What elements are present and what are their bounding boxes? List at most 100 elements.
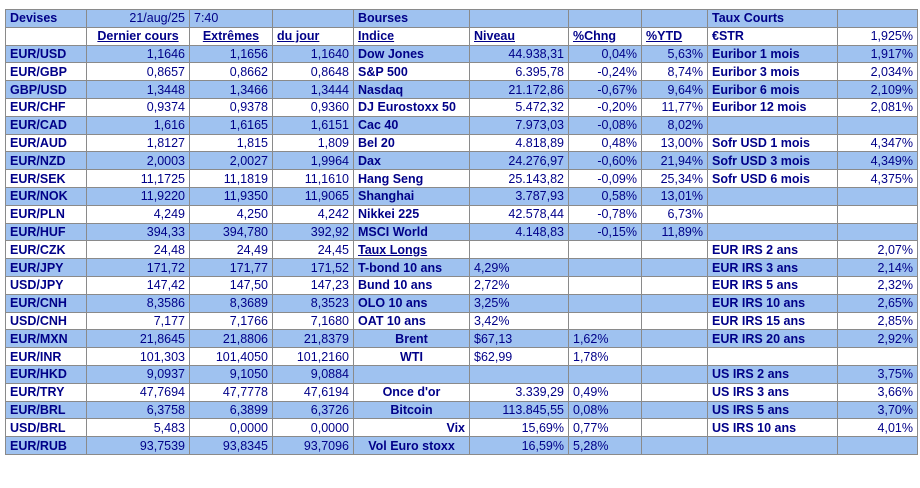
currency-pair: EUR/CAD [5, 115, 87, 135]
index-ytd: 6,73% [641, 204, 708, 224]
index-name: DJ Eurostoxx 50 [353, 97, 470, 117]
index-level: 5.472,32 [469, 97, 569, 117]
currency-pair: USD/CNH [5, 311, 87, 331]
high-price: 11,1819 [189, 169, 273, 188]
high-price: 11,9350 [189, 186, 273, 206]
table-row: EUR/INR 101,303 101,4050 101,2160 WTI $62,99 1… [5, 347, 918, 366]
commodity-change: 1,62% [568, 329, 642, 349]
empty-cell [641, 9, 708, 28]
low-price: 1,1640 [272, 44, 354, 64]
index-name: Cac 40 [353, 115, 470, 135]
last-price: 147,42 [86, 275, 190, 295]
index-name: Nasdaq [353, 80, 470, 99]
low-price: 392,92 [272, 222, 354, 242]
eur-irs-name: EUR IRS 5 ans [707, 275, 838, 295]
last-price: 0,8657 [86, 62, 190, 82]
empty-cell [568, 240, 642, 260]
high-price: 1,6165 [189, 115, 273, 135]
index-name: MSCI World [353, 222, 470, 242]
empty-cell [5, 26, 87, 46]
high-price: 1,815 [189, 133, 273, 153]
col-header-dernier-cours: Dernier cours [86, 26, 190, 46]
high-price: 8,3689 [189, 293, 273, 313]
low-price: 21,8379 [272, 329, 354, 349]
us-irs-name: US IRS 3 ans [707, 382, 838, 402]
euribor-value: 2,109% [837, 80, 918, 99]
index-level: 25.143,82 [469, 169, 569, 188]
bond-yield: 4,29% [469, 258, 569, 277]
commodity-price: $67,13 [469, 329, 569, 349]
high-price: 147,50 [189, 275, 273, 295]
last-price: 6,3758 [86, 400, 190, 420]
index-name: Bel 20 [353, 133, 470, 153]
empty-cell [568, 275, 642, 295]
index-name: Dax [353, 151, 470, 171]
col-header-du-jour: du jour [272, 26, 354, 46]
asset-change: 0,77% [568, 418, 642, 438]
high-price: 24,49 [189, 240, 273, 260]
table-row: EUR/PLN 4,249 4,250 4,242 Nikkei 225 42.578,4… [5, 204, 918, 224]
table-row: EUR/CNH 8,3586 8,3689 8,3523 OLO 10 ans 3,25%… [5, 293, 918, 313]
table-row: EUR/SEK 11,1725 11,1819 11,1610 Hang Seng 25.… [5, 169, 918, 188]
eur-irs-value: 2,14% [837, 258, 918, 277]
empty-cell [469, 364, 569, 384]
commodity-name: Brent [353, 329, 470, 349]
high-price: 4,250 [189, 204, 273, 224]
bond-name: T-bond 10 ans [353, 258, 470, 277]
asset-level: 113.845,55 [469, 400, 569, 420]
commodity-change: 1,78% [568, 347, 642, 366]
index-change: -0,60% [568, 151, 642, 171]
commodity-price: $62,99 [469, 347, 569, 366]
currency-pair: USD/JPY [5, 275, 87, 295]
time-label: 7:40 [189, 9, 273, 28]
last-price: 24,48 [86, 240, 190, 260]
euribor-value: 2,034% [837, 62, 918, 82]
index-change: -0,09% [568, 169, 642, 188]
empty-cell [707, 115, 838, 135]
index-name: S&P 500 [353, 62, 470, 82]
high-price: 101,4050 [189, 347, 273, 366]
high-price: 171,77 [189, 258, 273, 277]
index-change: -0,20% [568, 97, 642, 117]
last-price: 9,0937 [86, 364, 190, 384]
high-price: 21,8806 [189, 329, 273, 349]
last-price: 1,8127 [86, 133, 190, 153]
asset-name: Bitcoin [353, 400, 470, 420]
bourses-header: Bourses [353, 9, 470, 28]
low-price: 24,45 [272, 240, 354, 260]
asset-name: Once d'or [353, 382, 470, 402]
table-row: EUR/JPY 171,72 171,77 171,52 T-bond 10 ans 4,… [5, 258, 918, 277]
euribor-value: 1,917% [837, 44, 918, 64]
currency-pair: EUR/CZK [5, 240, 87, 260]
last-price: 11,9220 [86, 186, 190, 206]
index-name: Nikkei 225 [353, 204, 470, 224]
empty-cell [641, 400, 708, 420]
last-price: 1,1646 [86, 44, 190, 64]
table-row: EUR/HUF 394,33 394,780 392,92 MSCI World 4.14… [5, 222, 918, 242]
empty-cell [707, 204, 838, 224]
market-table: Devises 21/aug/25 7:40 Bourses Taux Courts De… [5, 9, 918, 455]
empty-cell [469, 240, 569, 260]
index-change: -0,24% [568, 62, 642, 82]
currency-pair: USD/BRL [5, 418, 87, 438]
index-ytd: 13,01% [641, 186, 708, 206]
empty-cell [641, 240, 708, 260]
last-price: 21,8645 [86, 329, 190, 349]
index-change: 0,58% [568, 186, 642, 206]
bond-yield: 3,42% [469, 311, 569, 331]
asset-change: 0,49% [568, 382, 642, 402]
sofr-value: 4,349% [837, 151, 918, 171]
asset-level: 15,69% [469, 418, 569, 438]
asset-level: 3.339,29 [469, 382, 569, 402]
bond-name: OAT 10 ans [353, 311, 470, 331]
empty-cell [641, 311, 708, 331]
table-row: EUR/HKD 9,0937 9,1050 9,0884 US IRS 2 ans 3,7… [5, 364, 918, 384]
table-row: USD/BRL 5,483 0,0000 0,0000 Vix 15,69% 0,77% US… [5, 418, 918, 438]
last-price: 171,72 [86, 258, 190, 277]
date-label: 21/aug/25 [86, 9, 190, 28]
table-row: EUR/RUB 93,7539 93,8345 93,7096 Vol Euro sto… [5, 436, 918, 455]
index-level: 4.148,83 [469, 222, 569, 242]
currency-pair: EUR/GBP [5, 62, 87, 82]
last-price: 47,7694 [86, 382, 190, 402]
index-level: 21.172,86 [469, 80, 569, 99]
